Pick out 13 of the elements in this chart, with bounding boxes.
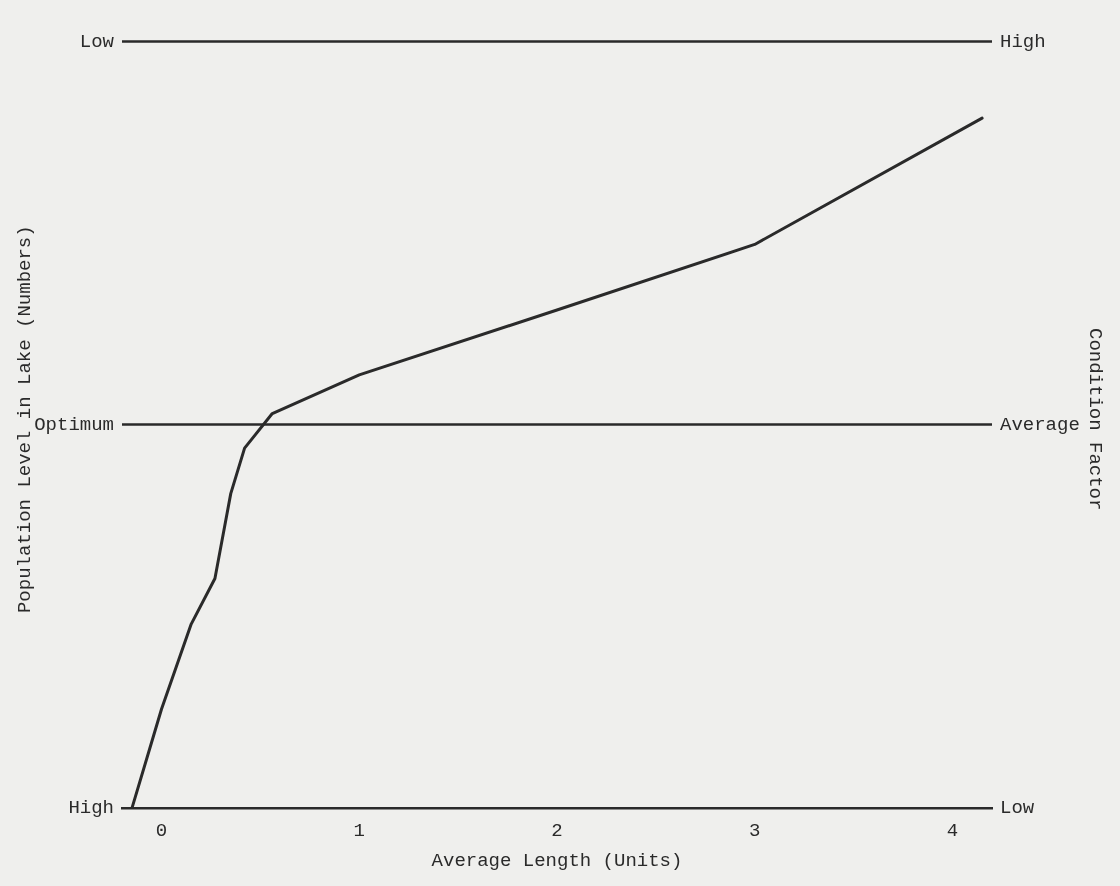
x-tick-label: 4 <box>946 819 959 842</box>
y2-axis-title: Condition Factor <box>1083 327 1106 511</box>
text: Low <box>1000 797 1035 820</box>
text: High <box>1000 30 1046 53</box>
x-tick-label: 3 <box>749 819 761 842</box>
x-tick-label: 0 <box>155 819 168 842</box>
ref-line-label: Low <box>79 30 115 53</box>
x-tick-label: 1 <box>353 819 365 842</box>
text: Average <box>1000 413 1080 436</box>
x-axis-title: Average Length (Units) <box>431 849 683 872</box>
text: High <box>68 797 114 820</box>
ref-line-label: Optimum <box>34 413 114 436</box>
x-tick-label: 2 <box>551 819 563 842</box>
